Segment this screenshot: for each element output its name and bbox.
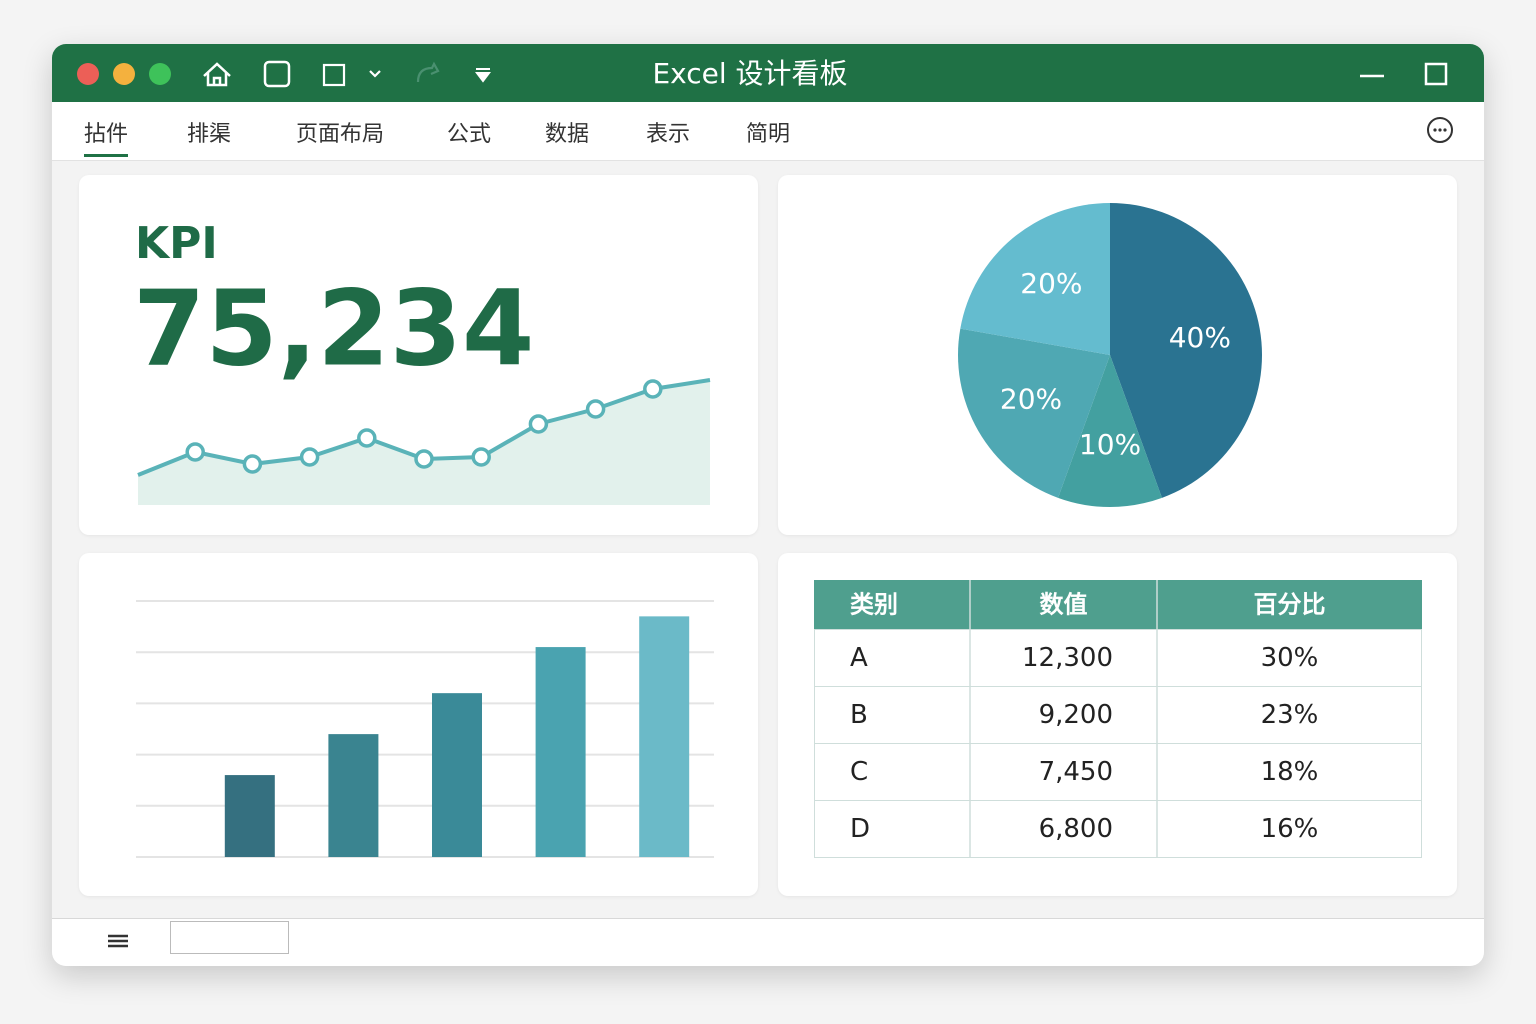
sparkline-marker	[185, 442, 205, 462]
bar	[639, 616, 690, 857]
window-title: Excel 设计看板	[652, 57, 847, 90]
table-cell: 9,200	[1039, 700, 1113, 730]
ribbon-tab[interactable]: 页面布局	[295, 122, 385, 147]
pie-label: 20%	[1000, 383, 1062, 416]
ribbon-tab[interactable]: 数据	[544, 122, 590, 147]
table-header	[814, 580, 1422, 629]
table-row	[814, 743, 1422, 801]
table-cell: 30%	[1261, 643, 1319, 673]
sparkline-marker	[471, 447, 491, 467]
pie-slice	[1058, 355, 1162, 508]
table-cell: 16%	[1261, 814, 1319, 844]
ribbon-tab[interactable]: 简明	[745, 122, 791, 147]
table-cell: 6,800	[1039, 814, 1113, 844]
kpi-value: 75,234	[133, 267, 534, 389]
table-row	[814, 686, 1422, 744]
minimize-button[interactable]	[113, 63, 135, 85]
sparkline-marker	[528, 414, 549, 434]
table-cell: 12,300	[1022, 643, 1113, 673]
sparkline-marker	[357, 428, 377, 448]
title-bar: Excel 设计看板	[52, 44, 1484, 102]
ribbon-tab[interactable]: 表示	[645, 122, 691, 147]
sparkline-marker	[299, 447, 320, 467]
table-cell: 7,450	[1039, 757, 1113, 787]
pie-slice	[960, 203, 1110, 355]
sparkline-marker	[585, 399, 606, 419]
status-bar	[52, 918, 1484, 966]
home-icon[interactable]	[203, 62, 231, 87]
save-icon[interactable]	[263, 60, 291, 88]
maximize-icon[interactable]	[1424, 62, 1448, 86]
insert-icon[interactable]	[322, 63, 346, 87]
table-cell: 23%	[1261, 700, 1319, 730]
kpi-label: KPI	[135, 218, 218, 269]
table-cell: C	[850, 757, 868, 787]
status-icons	[108, 921, 289, 954]
table-cell: D	[850, 814, 870, 844]
table-header-cell: 数值	[1040, 591, 1088, 619]
customize-icon[interactable]	[475, 68, 491, 83]
pie-label: 10%	[1079, 428, 1141, 461]
table-cell: A	[850, 643, 868, 673]
more-icon[interactable]	[1420, 110, 1460, 150]
sparkline-marker	[643, 379, 663, 399]
ribbon-tab[interactable]: 排渠	[186, 122, 232, 147]
sheet-input[interactable]	[170, 921, 289, 954]
redo-icon	[416, 61, 440, 83]
bar	[224, 775, 275, 857]
pie-label: 40%	[1169, 321, 1231, 354]
pie-slice	[958, 328, 1110, 498]
table-cell: 18%	[1261, 757, 1319, 787]
table-header-cell: 类别	[850, 591, 898, 619]
sparkline-marker	[242, 454, 263, 474]
sparkline-area	[138, 380, 710, 505]
pie-label: 20%	[1020, 267, 1082, 300]
table-row	[814, 800, 1422, 858]
bar	[432, 693, 482, 857]
menu-icon[interactable]	[108, 934, 128, 948]
ribbon-tabs: 拈件 排渠 页面布局 公式 数据 表示 简明	[52, 102, 1484, 161]
dropdown-icon[interactable]	[369, 70, 381, 78]
table-cell: B	[850, 700, 868, 730]
ribbon-tab[interactable]: 公式	[446, 122, 492, 147]
bar	[535, 647, 586, 857]
title-bar-icons: Excel 设计看板	[77, 57, 1448, 90]
pie-slice	[1110, 203, 1263, 498]
zoom-button[interactable]	[149, 63, 171, 85]
close-button[interactable]	[77, 63, 99, 85]
table-row	[814, 629, 1422, 687]
ribbon-tab[interactable]: 拈件	[83, 116, 129, 157]
table-header-cell: 百分比	[1254, 591, 1326, 619]
sparkline-marker	[414, 449, 434, 469]
bar	[328, 734, 379, 857]
